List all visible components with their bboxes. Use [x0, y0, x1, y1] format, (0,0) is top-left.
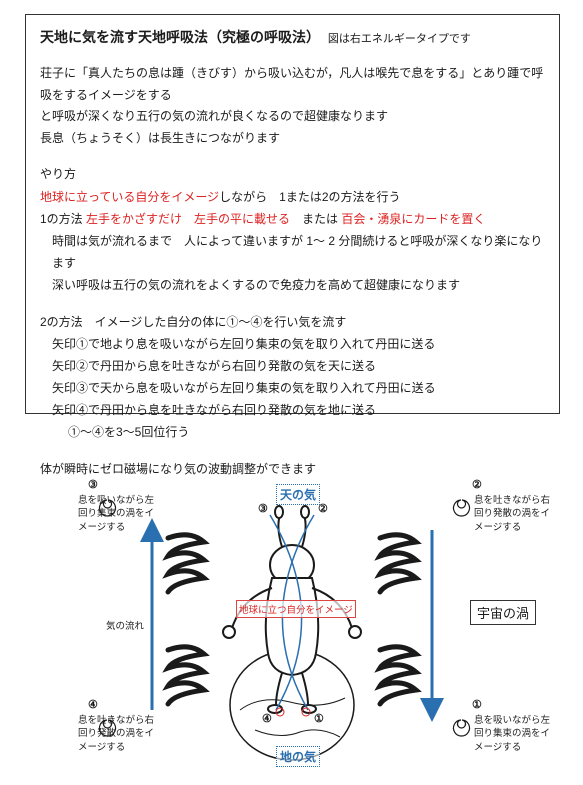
flow-label: 気の流れ — [106, 620, 166, 633]
howto-block: やり方 地球に立っている自分をイメージしながら 1または2の方法を行う 1の方法… — [40, 163, 545, 296]
m2-a4: 矢印④で丹田から息を吐きながら右回り発散の気を地に送る — [40, 399, 545, 421]
earth-label: 地の気 — [276, 746, 320, 767]
m1-red: 左手をかざすだけ 左手の平に載せる — [86, 212, 290, 226]
corner-num-4: ④ — [88, 698, 98, 711]
instruction-box: 天地に気を流す天地呼吸法（究極の呼吸法） 図は右エネルギータイプです 荘子に「真… — [25, 14, 560, 414]
num-1-near-foot: ① — [314, 712, 324, 725]
title-sub: 図は右エネルギータイプです — [328, 33, 471, 45]
m1-line3: 深い呼吸は五行の気の流れをよくするので免疫力を高めて超健康になります — [40, 274, 545, 296]
title: 天地に気を流す天地呼吸法（究極の呼吸法） 図は右エネルギータイプです — [40, 27, 545, 47]
corner-num-1: ① — [472, 698, 482, 711]
title-text: 天地に気を流す天地呼吸法（究極の呼吸法） — [40, 29, 320, 45]
m2-last: ①～④を3～5回位行う — [40, 421, 545, 443]
m1-line2: 時間は気が流れるまで 人によって違いますが 1～ 2 分間続けると呼吸が深くなり… — [40, 230, 545, 274]
label-4: 息を吐きながら右回り発散の渦をイメージする — [78, 714, 158, 754]
howto-tail: しながら 1または2の方法を行う — [219, 190, 400, 204]
method2-block: 2の方法 イメージした自分の体に①～④を行い気を流す 矢印①で地より息を吸いなが… — [40, 311, 545, 444]
intro-line-1: 荘子に「真人たちの息は踵（きびす）から吸い込むが，凡人は喉先で息をする」とあり踵… — [40, 63, 545, 106]
universe-vortex-label: 宇宙の渦 — [470, 600, 536, 625]
intro-line-3: 長息（ちょうそく）は長生きにつながります — [40, 128, 545, 150]
howto-label: やり方 — [40, 163, 545, 185]
howto-line: 地球に立っている自分をイメージしながら 1または2の方法を行う — [40, 186, 545, 208]
sky-label: 天の気 — [276, 484, 320, 505]
diagram: 天の気 地の気 地球に立つ自分をイメージ 宇宙の渦 気の流れ ③ ② ④ ① ③… — [0, 460, 583, 785]
m2-a2: 矢印②で丹田から息を吐きながら右回り発散の気を天に送る — [40, 355, 545, 377]
m2-a3: 矢印③で天から息を吸いながら左回り集束の気を取り入れて丹田に送る — [40, 377, 545, 399]
m2-label: 2の方法 イメージした自分の体に①～④を行い気を流す — [40, 311, 545, 333]
m2-a1: 矢印①で地より息を吸いながら左回り集束の気を取り入れて丹田に送る — [40, 333, 545, 355]
intro-line-2: と呼吸が深くなり五行の気の流れが良くなるので超健康なります — [40, 106, 545, 128]
m1-red2: 百会・湧泉にカードを置く — [341, 212, 485, 226]
m1-label: 1の方法 — [40, 212, 83, 226]
center-red-label: 地球に立つ自分をイメージ — [236, 600, 356, 618]
method1-line1: 1の方法 左手をかざすだけ 左手の平に載せる または 百会・湧泉にカードを置く — [40, 208, 545, 230]
intro-paragraph: 荘子に「真人たちの息は踵（きびす）から吸い込むが，凡人は喉先で息をする」とあり踵… — [40, 63, 545, 149]
howto-red: 地球に立っている自分をイメージ — [40, 190, 219, 204]
label-2: 息を吐きながら右回り発散の渦をイメージする — [474, 494, 554, 534]
num-3-near-head: ③ — [258, 502, 268, 515]
num-2-near-head: ② — [318, 502, 328, 515]
label-3: 息を吸いながら左回り集束の渦をイメージする — [78, 494, 158, 534]
num-4-near-foot: ④ — [262, 712, 272, 725]
label-1: 息を吸いながら左回り集束の渦をイメージする — [474, 714, 554, 754]
m1-mid: または — [290, 212, 341, 226]
corner-num-3: ③ — [88, 478, 98, 491]
corner-num-2: ② — [472, 478, 482, 491]
